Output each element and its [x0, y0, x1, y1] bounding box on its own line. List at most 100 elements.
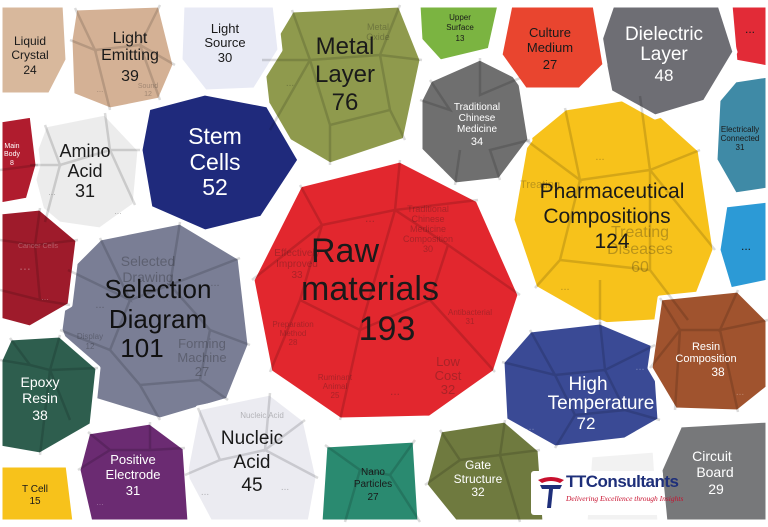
cell-label-main-body: Body	[4, 151, 20, 158]
cell-label-electrically-connected: Electrically	[721, 125, 759, 134]
subcell-label: Improved	[276, 259, 318, 270]
subcell-borders-pharmaceutical-compositions	[525, 95, 716, 325]
cell-value-selection-diagram: 101	[120, 333, 163, 363]
cell-label-culture-medium: Medium	[527, 40, 573, 55]
subcell-label: Machine	[177, 350, 226, 365]
cell-light-emitting	[67, 2, 178, 113]
subcell-label: 31	[466, 317, 475, 326]
cell-traditional-chinese-medicine	[417, 55, 533, 188]
subcell-label: ...	[41, 292, 49, 302]
subcell-borders-light-emitting	[69, 4, 176, 111]
cell-label-light-source: Source	[204, 35, 245, 50]
subcell-label: ...	[210, 277, 219, 289]
cell-label-liquid-crystal: Crystal	[11, 48, 48, 62]
cell-label-high-temperature: Temperature	[548, 393, 655, 414]
ellipsis-label: ...	[741, 239, 751, 253]
subcell-label: Treating	[520, 179, 560, 191]
tt-logo-icon	[538, 477, 564, 508]
subcell-label: ...	[95, 299, 104, 311]
cell-t-cell	[0, 462, 78, 525]
cell-label-nucleic-acid: Nucleic	[221, 428, 283, 449]
subcell-label: ...	[365, 211, 375, 225]
cell-label-main-body: Main	[4, 143, 19, 150]
cell-liquid-crystal	[0, 2, 71, 98]
cell-label-gate-structure: Structure	[454, 472, 503, 486]
ellipsis-label: ...	[745, 22, 755, 36]
cell-value-high-temperature: 72	[577, 414, 596, 433]
cell-epoxy-resin	[0, 332, 101, 458]
cell-value-traditional-chinese-medicine: 34	[471, 136, 483, 148]
cell-label-gate-structure: Gate	[465, 458, 491, 472]
cell-value-light-source: 30	[218, 50, 232, 65]
cell-label-upper-surface: Surface	[446, 23, 474, 32]
cell-label-raw-materials: materials	[301, 270, 439, 308]
subcell-label: ...	[436, 162, 444, 173]
subcell-label: Cost	[435, 368, 462, 383]
subcell-label: ...	[19, 257, 31, 273]
cell-circuit-board	[657, 417, 768, 525]
cell-nano-particles	[317, 437, 423, 525]
cell-pharmaceutical-compositions	[509, 93, 718, 328]
cell-value-t-cell: 15	[29, 496, 41, 507]
subcell-label: Effectively	[274, 248, 319, 259]
cell-gate-structure	[422, 417, 548, 525]
cell-upper-surface	[415, 2, 503, 65]
cell-label-raw-materials: Raw	[311, 232, 379, 270]
subcell-borders-gate-structure	[424, 419, 541, 523]
subcell-label: ...	[635, 361, 644, 373]
decorative-cell	[715, 197, 768, 293]
subcell-label: Treating	[611, 224, 669, 241]
cell-value-amino-acid: 31	[75, 181, 95, 201]
cell-label-resin-composition: Composition	[675, 353, 736, 365]
subcell-borders-raw-materials	[251, 159, 521, 421]
subcell-label: 28	[289, 338, 298, 347]
cell-label-traditional-chinese-medicine: Chinese	[459, 113, 496, 124]
subcell-label: ...	[48, 187, 56, 197]
cell-label-epoxy-resin: Resin	[22, 390, 58, 406]
cell-label-positive-electrode: Electrode	[106, 467, 161, 482]
cell-label-high-temperature: High	[568, 374, 607, 395]
subcell-label: 12	[86, 342, 95, 351]
subcell-borders-nano-particles	[324, 439, 422, 523]
cell-value-culture-medium: 27	[543, 57, 557, 72]
subcell-borders-amino-acid	[30, 112, 140, 223]
subcell-label: Display	[77, 332, 103, 341]
cell-label-stem-cells: Cells	[189, 149, 240, 175]
subcell-borders-resin-composition	[649, 289, 768, 413]
subcell-label: 32	[441, 382, 455, 397]
subcell-label: 60	[631, 259, 649, 276]
cell-value-epoxy-resin: 38	[32, 407, 48, 423]
cell-label-selection-diagram: Selection	[105, 274, 212, 304]
subcell-borders-metal-layer	[262, 4, 423, 165]
decorative-cell	[727, 2, 768, 71]
cell-label-pharmaceutical-compositions: Compositions	[543, 205, 670, 228]
cell-resin-composition	[647, 287, 768, 415]
subcell-label: Metal	[367, 22, 389, 32]
subcell-label: Diseases	[607, 241, 673, 258]
cell-positive-electrode	[75, 419, 193, 525]
cell-label-nano-particles: Particles	[354, 479, 392, 490]
cell-value-nano-particles: 27	[367, 492, 379, 503]
cell-value-liquid-crystal: 24	[23, 63, 37, 77]
cell-value-stem-cells: 52	[202, 174, 228, 200]
subcell-label: Traditional	[407, 204, 449, 214]
cell-cancer-cells	[0, 205, 81, 331]
subcell-borders-nucleic-acid	[184, 392, 319, 480]
cell-value-resin-composition: 38	[711, 365, 725, 379]
cell-label-upper-surface: Upper	[449, 13, 471, 22]
subcell-label: 12	[144, 91, 152, 98]
subcell-label: ...	[560, 281, 569, 293]
subcell-borders-traditional-chinese-medicine	[419, 58, 531, 186]
cell-label-liquid-crystal: Liquid	[14, 34, 46, 48]
subcell-borders-main-body	[0, 163, 39, 172]
cell-label-light-source: Light	[211, 21, 240, 36]
subcell-label: 33	[291, 270, 303, 281]
subcell-label: ...	[201, 487, 209, 498]
cell-label-epoxy-resin: Epoxy	[21, 374, 60, 390]
cell-label-traditional-chinese-medicine: Traditional	[454, 102, 500, 113]
cell-label-positive-electrode: Positive	[110, 452, 156, 467]
subcell-label: Ruminant	[318, 373, 353, 382]
subcell-label: 30	[423, 244, 433, 254]
subcell-label: Method	[280, 329, 307, 338]
